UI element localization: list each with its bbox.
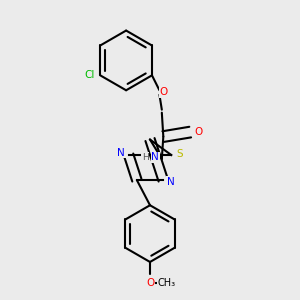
Text: N: N — [167, 177, 175, 187]
Text: O: O — [160, 87, 168, 97]
Text: CH₃: CH₃ — [158, 278, 175, 288]
Text: H: H — [142, 153, 149, 162]
Text: N: N — [117, 148, 125, 158]
Text: N: N — [152, 152, 159, 163]
Text: O: O — [194, 127, 203, 137]
Text: S: S — [176, 148, 183, 158]
Text: O: O — [146, 278, 154, 288]
Text: Cl: Cl — [85, 70, 95, 80]
